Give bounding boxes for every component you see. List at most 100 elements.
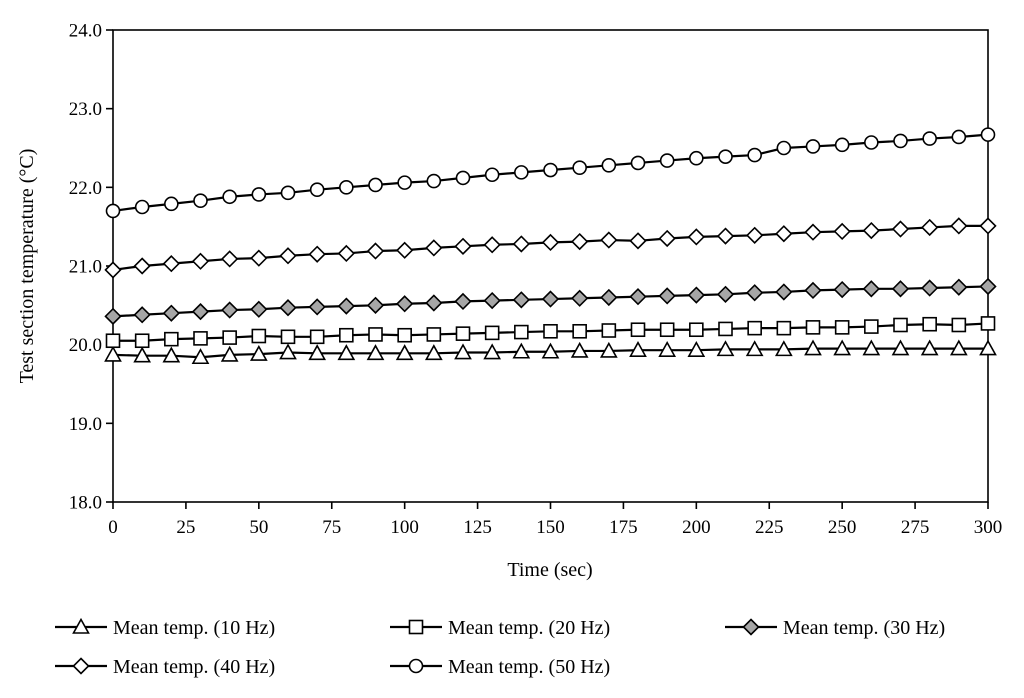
legend-marker (408, 658, 424, 674)
data-point (891, 339, 910, 356)
data-point (747, 320, 762, 336)
data-point (308, 245, 326, 263)
data-point (280, 185, 296, 201)
series-3 (104, 277, 997, 325)
data-point (221, 301, 239, 319)
data-point (747, 147, 762, 163)
y-axis-title: Test section temperature (°C) (16, 149, 38, 384)
data-point (689, 322, 704, 338)
data-point (893, 317, 908, 333)
legend-marker (72, 617, 90, 634)
series-4 (104, 217, 997, 279)
data-point (833, 339, 852, 356)
data-point (133, 346, 152, 363)
data-point (454, 237, 472, 255)
x-tick-label: 300 (974, 517, 1003, 538)
x-tick-label: 175 (609, 517, 638, 538)
data-point (337, 297, 355, 315)
series-layer (104, 127, 997, 365)
legend-marker (408, 619, 424, 635)
data-point (395, 344, 414, 361)
data-point (891, 220, 910, 238)
data-point (339, 327, 354, 343)
data-point (541, 290, 560, 308)
data-point (455, 326, 471, 341)
x-axis: 0 25 50 75 100 125 150 175 200 225 250 275 300 (108, 502, 1002, 538)
data-point (366, 344, 385, 361)
data-point (541, 342, 560, 359)
data-point (366, 296, 385, 314)
data-point (426, 327, 442, 342)
x-tick-label: 150 (536, 517, 565, 538)
data-point (920, 339, 939, 356)
data-point (980, 127, 996, 142)
data-point (804, 281, 822, 300)
data-point (864, 319, 879, 334)
y-tick-label: 20.0 (69, 335, 102, 356)
x-tick-label: 0 (108, 517, 118, 538)
data-point (775, 283, 793, 301)
data-point (484, 325, 500, 341)
data-point (543, 323, 558, 339)
series-1 (104, 339, 997, 365)
data-point (193, 331, 208, 346)
data-point (483, 236, 501, 254)
data-point (424, 344, 443, 361)
legend-marker (742, 618, 760, 636)
data-point (922, 316, 937, 332)
data-point (601, 323, 617, 338)
x-tick-label: 50 (249, 517, 268, 538)
data-point (222, 189, 237, 205)
data-point (891, 280, 910, 298)
data-point (716, 340, 735, 357)
data-point (776, 320, 792, 336)
y-tick-label: 23.0 (69, 99, 102, 120)
data-point (512, 235, 530, 253)
data-point (222, 330, 237, 345)
data-point (572, 160, 587, 175)
data-point (191, 348, 210, 365)
series-5 (105, 127, 996, 219)
data-point (600, 231, 618, 249)
data-point (308, 344, 327, 361)
data-point (454, 343, 472, 360)
data-point (484, 167, 500, 183)
data-point (951, 317, 967, 333)
data-point (191, 252, 210, 270)
data-point (659, 153, 675, 168)
data-point (745, 340, 764, 357)
y-tick-label: 22.0 (69, 178, 102, 199)
data-point (162, 346, 181, 363)
data-point (221, 250, 239, 268)
data-point (279, 343, 297, 360)
data-point (922, 131, 937, 146)
data-point (629, 232, 647, 250)
data-point (162, 304, 180, 322)
data-point (366, 242, 385, 260)
data-point (775, 225, 793, 243)
data-point (339, 180, 354, 195)
data-point (249, 344, 268, 361)
legend: Mean temp. (10 Hz) Mean temp. (20 Hz) Mean… (55, 617, 945, 678)
y-tick-label: 18.0 (69, 493, 102, 514)
data-point (250, 300, 268, 318)
data-point (571, 232, 589, 251)
data-point (658, 287, 676, 305)
data-point (397, 327, 412, 343)
data-point (164, 331, 179, 347)
data-point (951, 129, 967, 145)
data-point (980, 316, 996, 331)
data-point (658, 229, 676, 248)
data-point (776, 140, 792, 156)
data-point (601, 158, 617, 173)
y-axis: 18.0 19.0 20.0 21.0 22.0 23.0 24.0 (69, 21, 113, 514)
data-point (512, 342, 531, 359)
legend-item: Mean temp. (30 Hz) (725, 617, 945, 639)
data-point (921, 279, 939, 297)
x-tick-label: 250 (828, 517, 857, 538)
data-point (716, 227, 735, 245)
legend-item: Mean temp. (50 Hz) (390, 656, 610, 678)
data-point (251, 187, 267, 202)
data-point (833, 280, 851, 299)
